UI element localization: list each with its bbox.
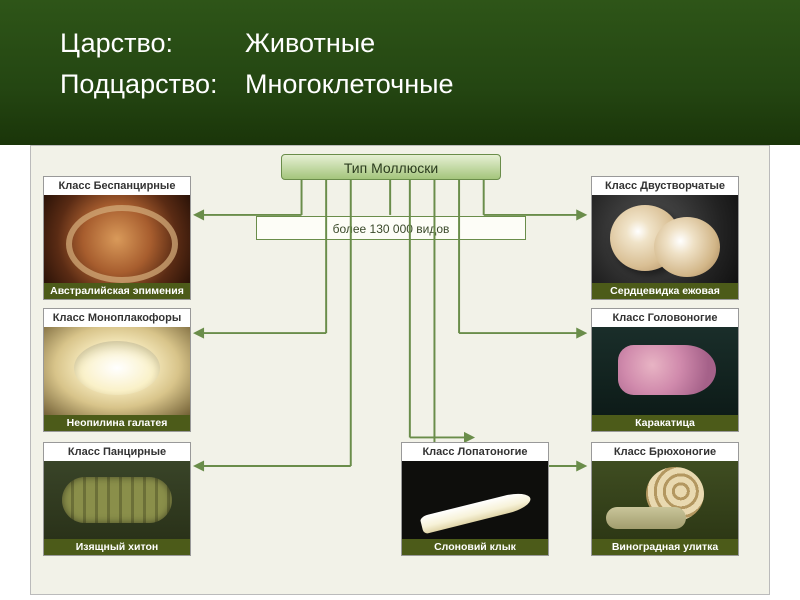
card-dvustvorchatye: Класс Двустворчатые Сердцевидка ежовая: [591, 176, 739, 300]
header-bar: Царство: Животные Подцарство: Многоклето…: [0, 0, 800, 145]
kingdom-value: Животные: [245, 28, 375, 59]
species-count-text: более 130 000 видов: [333, 222, 450, 236]
example-caption: Австралийская эпимения: [44, 283, 190, 299]
phylum-title-box: Тип Моллюски: [281, 154, 501, 180]
phylum-title: Тип Моллюски: [344, 160, 438, 176]
example-caption: Неопилина галатея: [44, 415, 190, 431]
example-image: [402, 461, 548, 539]
card-pancirnye: Класс Панцирные Изящный хитон: [43, 442, 191, 556]
class-name: Класс Двустворчатые: [592, 177, 738, 195]
subkingdom-value: Многоклеточные: [245, 69, 454, 100]
example-image: [44, 327, 190, 415]
example-image: [592, 195, 738, 283]
class-name: Класс Лопатоногие: [402, 443, 548, 461]
example-image: [592, 461, 738, 539]
class-name: Класс Беспанцирные: [44, 177, 190, 195]
class-name: Класс Брюхоногие: [592, 443, 738, 461]
example-image: [44, 461, 190, 539]
card-golovonogie: Класс Головоногие Каракатица: [591, 308, 739, 432]
class-name: Класс Головоногие: [592, 309, 738, 327]
example-caption: Изящный хитон: [44, 539, 190, 555]
subkingdom-row: Подцарство: Многоклеточные: [60, 69, 800, 100]
example-caption: Виноградная улитка: [592, 539, 738, 555]
example-caption: Сердцевидка ежовая: [592, 283, 738, 299]
diagram-area: Тип Моллюски более 130 000 видов: [30, 145, 770, 595]
subkingdom-label: Подцарство:: [60, 69, 245, 100]
card-bespancirnye: Класс Беспанцирные Австралийская эпимени…: [43, 176, 191, 300]
example-caption: Каракатица: [592, 415, 738, 431]
kingdom-label: Царство:: [60, 28, 245, 59]
kingdom-row: Царство: Животные: [60, 28, 800, 59]
card-lopatonogie: Класс Лопатоногие Слоновий клык: [401, 442, 549, 556]
class-name: Класс Моноплакофоры: [44, 309, 190, 327]
example-caption: Слоновий клык: [402, 539, 548, 555]
card-bryuhonogie: Класс Брюхоногие Виноградная улитка: [591, 442, 739, 556]
species-count-box: более 130 000 видов: [256, 216, 526, 240]
example-image: [592, 327, 738, 415]
example-image: [44, 195, 190, 283]
card-monoplakofory: Класс Моноплакофоры Неопилина галатея: [43, 308, 191, 432]
class-name: Класс Панцирные: [44, 443, 190, 461]
